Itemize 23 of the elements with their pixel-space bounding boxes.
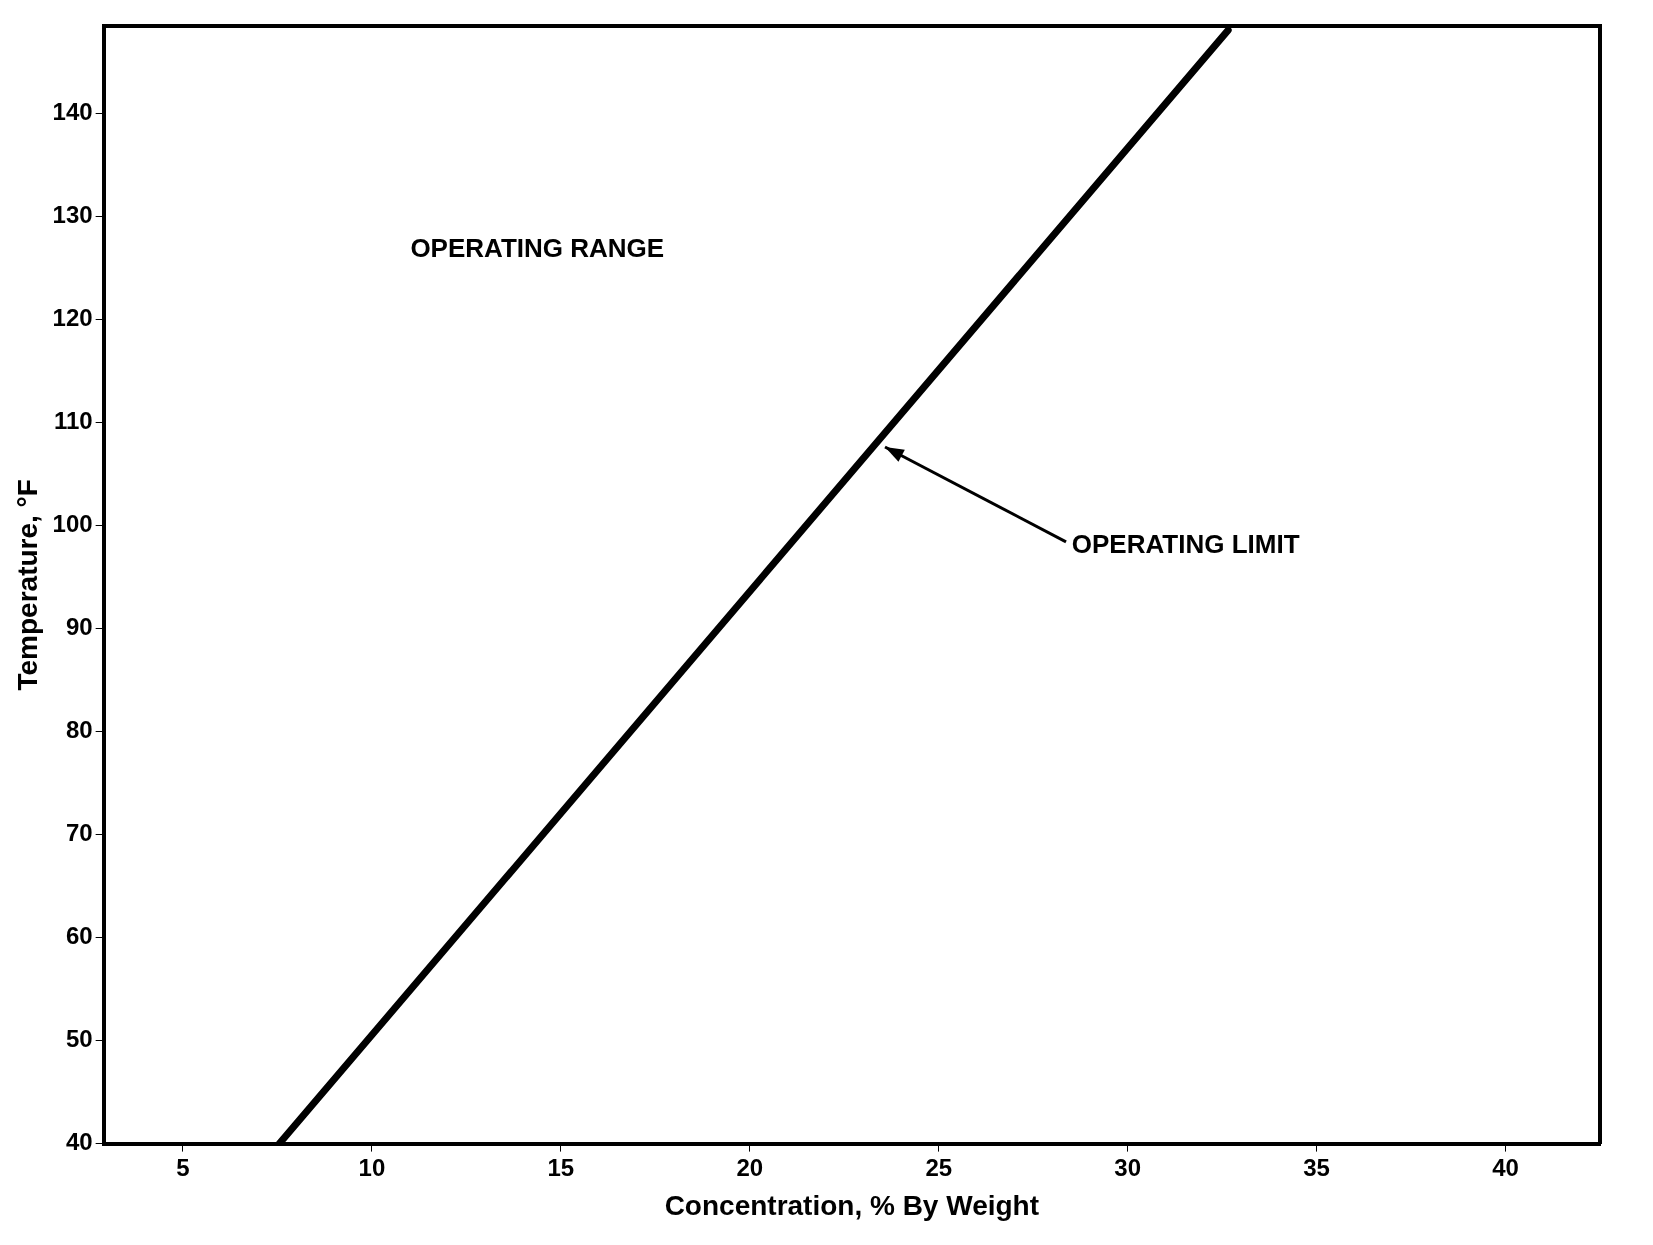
y-tick-label: 70 [65,819,93,847]
y-tick-label: 130 [52,201,93,229]
x-tick-label: 35 [1303,1153,1330,1181]
y-tick-label: 40 [65,1128,93,1156]
x-tick-label: 30 [1114,1153,1142,1181]
x-tick-label: 20 [736,1153,764,1181]
x-tick-label: 40 [1492,1153,1519,1181]
y-tick-label: 140 [52,98,93,126]
y-tick-label: 100 [52,510,93,538]
y-tick-label: 110 [53,407,93,435]
x-tick-label: 15 [547,1153,575,1181]
y-tick-label: 60 [65,922,93,950]
x-tick-label: 5 [176,1153,190,1181]
x-axis-title: Concentration, % By Weight [664,1189,1040,1221]
y-tick-label: 80 [65,716,93,744]
y-tick-label: 50 [65,1025,93,1053]
annotation: OPERATING LIMIT [1071,528,1300,559]
x-tick-label: 25 [925,1153,953,1181]
y-axis-title: Temperature, °F [11,479,43,691]
y-tick-label: 90 [65,613,93,641]
y-tick-label: 120 [52,304,93,332]
x-tick-label: 10 [358,1153,386,1181]
annotation: OPERATING RANGE [410,232,665,263]
